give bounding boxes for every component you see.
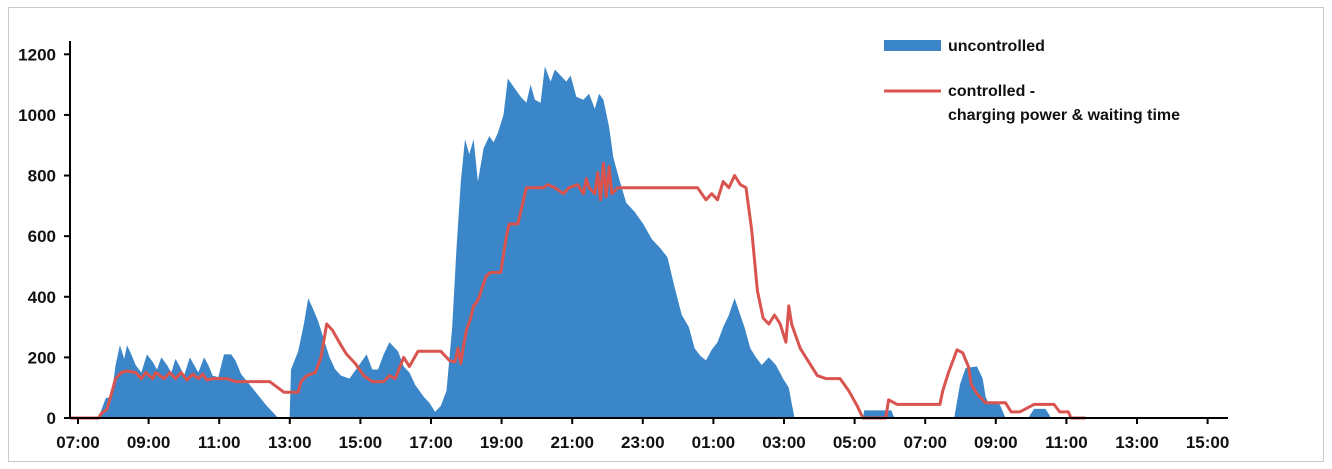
legend-label-uncontrolled: uncontrolled — [948, 38, 1045, 55]
x-tick-label: 01:00 — [692, 433, 735, 452]
legend-swatch-uncontrolled — [884, 40, 941, 51]
x-tick-label: 15:00 — [339, 433, 382, 452]
y-tick-label: 200 — [28, 348, 56, 367]
x-tick-label: 07:00 — [56, 433, 99, 452]
x-tick-label: 09:00 — [974, 433, 1017, 452]
x-tick-label: 19:00 — [480, 433, 523, 452]
legend-label-controlled-line2: charging power & waiting time — [948, 107, 1180, 124]
series-area-uncontrolled — [70, 66, 1069, 419]
x-tick-label: 05:00 — [833, 433, 876, 452]
y-tick-label: 400 — [28, 288, 56, 307]
y-tick-label: 1000 — [18, 106, 56, 125]
x-tick-label: 11:00 — [198, 433, 241, 452]
x-tick-label: 03:00 — [762, 433, 805, 452]
x-tick-label: 21:00 — [550, 433, 593, 452]
line-series-layer — [70, 161, 1086, 420]
x-tick-label: 09:00 — [127, 433, 170, 452]
series-line-controlled — [70, 161, 1086, 420]
legend: uncontrolled controlled - charging power &… — [884, 38, 1180, 124]
legend-label-controlled-line1: controlled - — [948, 83, 1035, 100]
x-tick-label: 23:00 — [621, 433, 664, 452]
x-tick-label: 13:00 — [1115, 433, 1158, 452]
x-tick-label: 17:00 — [409, 433, 452, 452]
area-series-layer — [70, 66, 1069, 419]
axes-layer: 0 200 400 600 800 1000 1200 07:00 09:00 11:00 13:0… — [18, 41, 1229, 452]
x-tick-label: 15:00 — [1186, 433, 1229, 452]
x-tick-label: 07:00 — [903, 433, 946, 452]
x-tick-label: 13:00 — [268, 433, 311, 452]
legend-label-controlled: controlled - charging power & waiting tim… — [948, 83, 1180, 124]
y-tick-label: 800 — [28, 167, 56, 186]
y-tick-label: 1200 — [18, 45, 56, 64]
y-tick-label: 0 — [47, 409, 56, 428]
x-tick-label: 11:00 — [1045, 433, 1088, 452]
y-tick-label: 600 — [28, 227, 56, 246]
